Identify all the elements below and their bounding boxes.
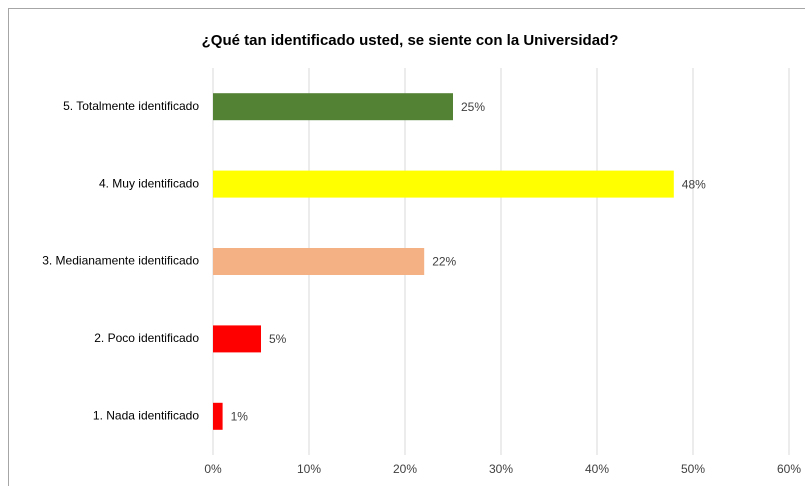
- x-tick-label: 50%: [681, 462, 705, 476]
- x-tick-label: 0%: [204, 462, 222, 476]
- y-tick-label: 2. Poco identificado: [94, 331, 199, 345]
- data-label: 25%: [461, 100, 485, 114]
- y-tick-label: 3. Medianamente identificado: [42, 254, 199, 268]
- data-label: 1%: [231, 409, 249, 423]
- x-tick-label: 10%: [297, 462, 321, 476]
- y-tick-label: 1. Nada identificado: [93, 408, 199, 422]
- bar: [213, 248, 425, 275]
- x-tick-label: 20%: [393, 462, 417, 476]
- x-tick-label: 60%: [777, 462, 801, 476]
- y-tick-label: 4. Muy identificado: [99, 176, 199, 190]
- bar: [213, 402, 223, 430]
- chart-frame: [8, 8, 805, 486]
- x-tick-label: 30%: [489, 462, 513, 476]
- chart-title: ¿Qué tan identificado usted, se siente c…: [202, 32, 619, 49]
- bar: [213, 170, 674, 198]
- x-tick-label: 40%: [585, 462, 609, 476]
- bar: [213, 93, 453, 121]
- y-tick-label: 5. Totalmente identificado: [63, 99, 199, 113]
- data-label: 22%: [432, 255, 456, 269]
- data-label: 48%: [682, 177, 706, 191]
- bar: [213, 325, 261, 353]
- data-label: 5%: [269, 332, 287, 346]
